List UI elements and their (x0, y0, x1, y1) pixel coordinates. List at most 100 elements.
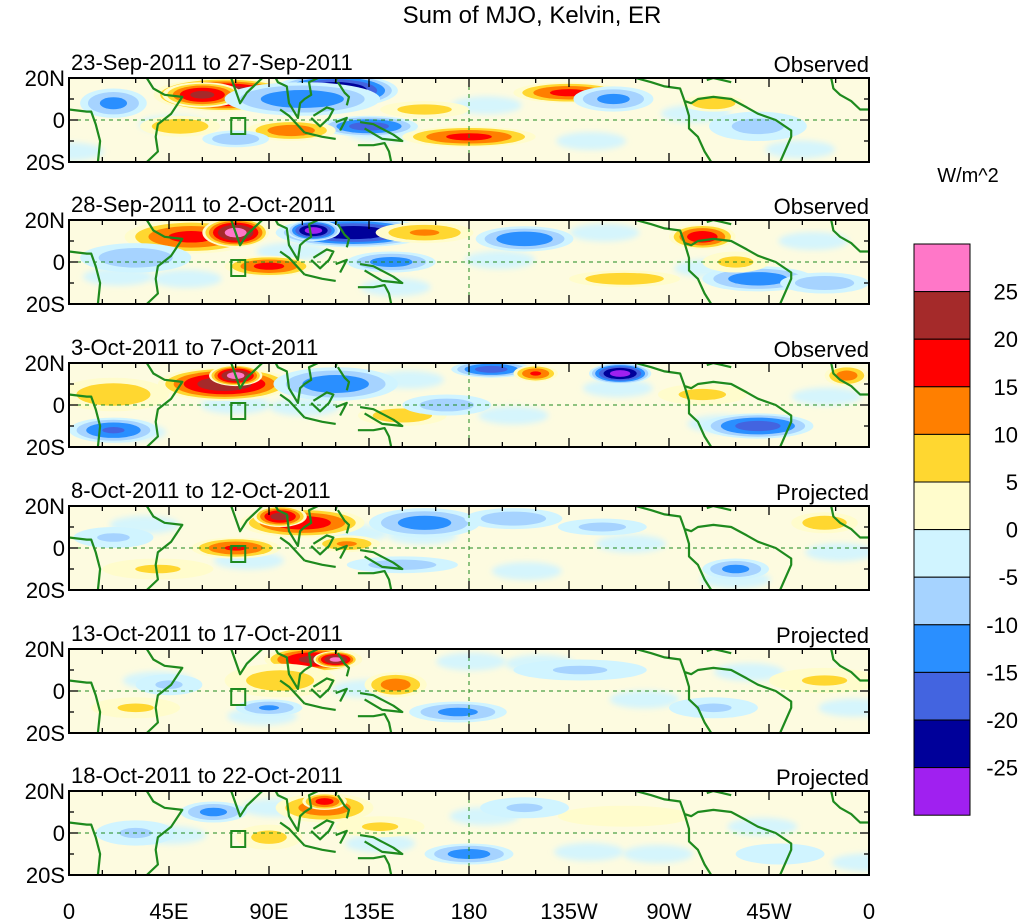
anomaly-contour (76, 383, 151, 406)
anomaly-contour (151, 118, 209, 134)
anomaly-contour (578, 522, 627, 532)
panel-status: Projected (776, 623, 869, 648)
coastline (335, 544, 348, 560)
anomaly-contour (557, 805, 692, 827)
map-panel: 20N 0 20S 13-Oct-2011 to 17-Oct-2011 Project… (25, 621, 870, 746)
coastline (145, 363, 184, 447)
anomaly-contour (302, 375, 369, 393)
coastline (359, 263, 404, 285)
anomaly-contour (361, 822, 399, 831)
anomaly-contour (102, 427, 125, 434)
panel-status: Projected (776, 765, 869, 790)
anomaly-contour (190, 91, 215, 99)
colorbar-swatch (913, 386, 971, 435)
anomaly-contour (597, 93, 630, 105)
longitude-label: 0 (63, 899, 75, 923)
latitude-label: 20S (26, 863, 65, 888)
anomaly-contour (480, 511, 547, 526)
longitude-label: 180 (451, 899, 488, 923)
anomaly-weak (714, 663, 784, 682)
latitude-label: 20N (25, 637, 65, 662)
colorbar-swatch (913, 481, 971, 531)
latitude-label: 0 (53, 536, 65, 561)
anomaly-weak (491, 562, 562, 581)
coastline (197, 220, 319, 261)
anomaly-weak (582, 379, 653, 398)
colorbar-label: 25 (994, 280, 1018, 305)
coastline (197, 506, 319, 547)
coastline (830, 791, 869, 824)
coastline (310, 106, 335, 128)
anomaly-contour (728, 272, 788, 286)
anomaly-contour (552, 665, 608, 675)
coastline (335, 258, 348, 274)
coastline (279, 393, 306, 419)
coastline (145, 78, 184, 162)
coastline (706, 220, 732, 226)
anomaly-weak (345, 834, 416, 853)
anomaly-contour (474, 365, 508, 373)
coastline (706, 791, 732, 797)
anomaly-weak (765, 140, 836, 159)
colorbar-label: -25 (986, 756, 1018, 781)
anomaly-contour (315, 798, 334, 805)
coastline (197, 78, 319, 119)
coastline (357, 713, 393, 733)
coastline (357, 427, 393, 447)
colorbar-label: -20 (986, 708, 1018, 733)
coastline (304, 131, 336, 140)
coastline (304, 559, 336, 568)
latitude-label: 20N (25, 494, 65, 519)
longitude-label: 90E (249, 899, 288, 923)
anomaly-contour (836, 370, 858, 381)
coastline (683, 813, 713, 875)
map-panel: 20N 0 20S 18-Oct-2011 to 22-Oct-2011 Project… (25, 763, 870, 888)
coastline (635, 220, 793, 304)
coastline (830, 363, 869, 396)
latitude-label: 20S (26, 150, 65, 175)
anomaly-weak (69, 142, 104, 161)
panels: 20N 0 20S 23-Sep-2011 to 27-Sep-2011 Observe… (25, 50, 870, 888)
latitude-label: 20N (25, 779, 65, 804)
coastline (145, 791, 184, 875)
colorbar-swatch (913, 576, 971, 626)
coastline (335, 687, 348, 703)
coastline (359, 121, 404, 143)
colorbar-swatch (913, 767, 971, 816)
colorbar-label: 5 (1006, 470, 1018, 495)
map-panel: 20N 0 20S 8-Oct-2011 to 12-Oct-2011 Projecte… (25, 478, 870, 603)
coastline (336, 509, 351, 534)
coastline (336, 652, 351, 677)
anomaly-contour (97, 533, 130, 542)
colorbar-label: -10 (986, 613, 1018, 638)
longitude-axis: 0 45E 90E 135E 180 135W 90W 45W 0 (63, 899, 875, 923)
coastline (830, 220, 869, 253)
anomaly-contour (585, 272, 664, 285)
anomaly-contour (155, 680, 183, 689)
coastline (706, 78, 732, 84)
coastline (359, 406, 404, 428)
anomaly-weak (151, 269, 222, 288)
map-panel: 20N 0 20S 23-Sep-2011 to 27-Sep-2011 Observe… (25, 50, 870, 175)
anomaly-contour (506, 803, 543, 813)
coastline (357, 570, 393, 590)
anomaly-contour (609, 370, 631, 377)
panel-date-range: 18-Oct-2011 to 22-Oct-2011 (71, 763, 343, 788)
anomaly-contour (260, 90, 344, 108)
anomaly-contour (99, 97, 128, 110)
coastline (304, 702, 336, 711)
coastline (683, 671, 713, 733)
coastline (706, 363, 732, 369)
latitude-label: 20S (26, 721, 65, 746)
anomaly-contour (496, 231, 553, 247)
anomaly-contour (530, 371, 542, 376)
coastline (357, 284, 393, 304)
longitude-label: 135W (540, 899, 598, 923)
coastline (310, 534, 335, 556)
coastline (145, 506, 184, 590)
anomaly-contour (397, 515, 452, 530)
anomaly-contour (695, 703, 732, 713)
anomaly-contour (251, 830, 287, 844)
latitude-label: 0 (53, 679, 65, 704)
latitude-label: 0 (53, 250, 65, 275)
